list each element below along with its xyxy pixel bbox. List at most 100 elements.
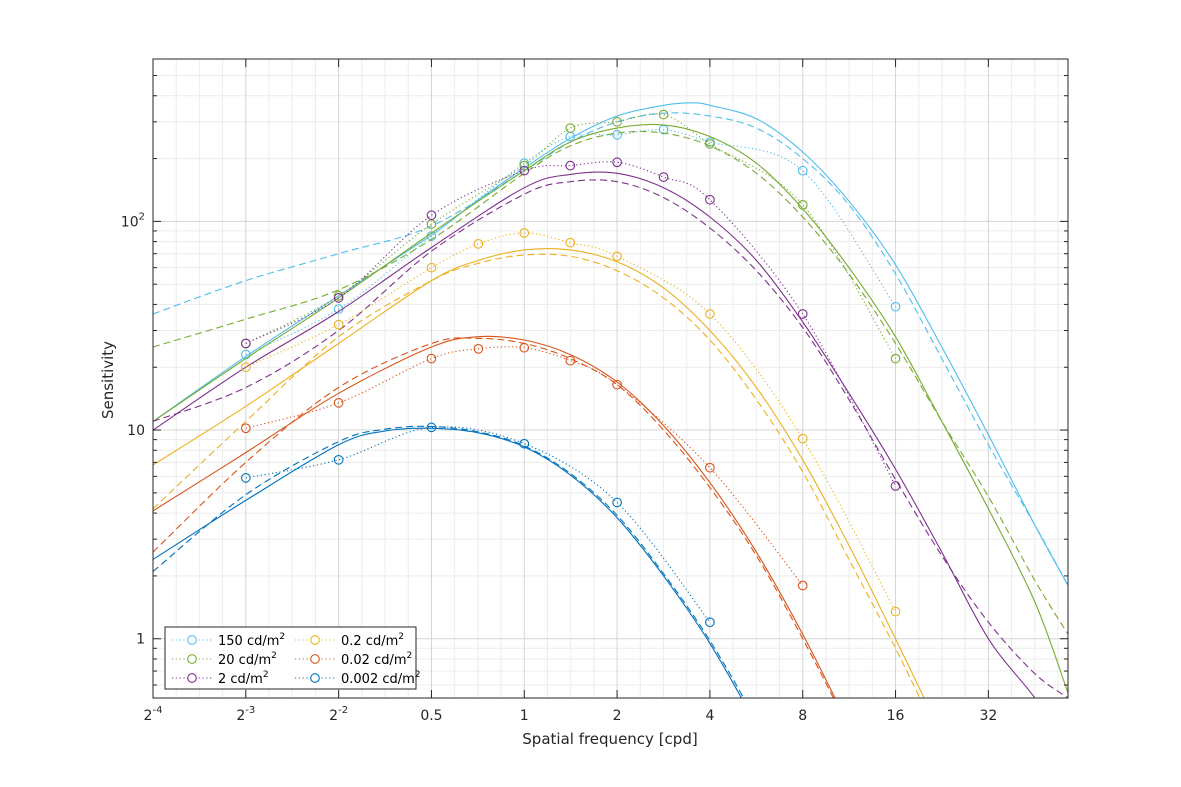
legend-label: 0.2 cd/m2 — [341, 632, 404, 649]
legend-marker — [310, 635, 320, 645]
data-point — [890, 353, 901, 364]
series-fit-solid-line — [153, 123, 1068, 694]
series-3 — [153, 228, 925, 698]
x-tick-label: 1 — [520, 708, 529, 724]
legend-item: 2 cd/m2 — [172, 670, 269, 687]
legend-label: 2 cd/m2 — [218, 670, 269, 687]
series-measured-dotted-line — [245, 113, 896, 359]
legend-marker — [310, 673, 320, 683]
x-tick-label: 4 — [705, 708, 714, 724]
data-point — [705, 462, 715, 473]
legend-item: 0.2 cd/m2 — [295, 632, 404, 649]
series-measured-dotted-line — [245, 346, 804, 586]
series-fit-dashed-line — [153, 425, 745, 698]
data-point — [240, 338, 251, 349]
data-point — [612, 497, 622, 508]
data-point — [519, 158, 530, 169]
data-point — [797, 309, 808, 319]
data-point — [705, 309, 715, 319]
series-fit-solid-line — [153, 171, 1036, 698]
data-point — [612, 129, 622, 140]
series-measured-dotted-line — [245, 232, 896, 612]
x-tick-labels: 2-4 2-3 2-2 0.5 1 2 4 8 16 32 — [144, 705, 998, 724]
x-tick-label: 32 — [979, 708, 997, 724]
x-tick-label: 2-3 — [236, 705, 255, 724]
data-point — [473, 239, 484, 249]
data-point — [519, 160, 530, 171]
series-measured-dotted-line — [245, 161, 896, 487]
x-tick-label: 0.5 — [420, 708, 442, 724]
x-tick-label: 16 — [887, 708, 905, 724]
data-point — [797, 165, 808, 176]
data-point — [658, 172, 669, 182]
x-tick-label: 8 — [798, 708, 807, 724]
data-point — [426, 422, 437, 433]
data-point — [426, 210, 437, 221]
legend-marker — [187, 635, 197, 645]
legend-item: 0.02 cd/m2 — [295, 651, 412, 668]
plot-frame — [152, 58, 1069, 699]
data-point — [240, 473, 251, 483]
data-point — [797, 580, 808, 591]
series-fit-dashed-line — [153, 253, 921, 698]
data-point — [705, 139, 715, 149]
x-tick-label: 2-4 — [144, 705, 163, 724]
y-axis-label: Sensitivity — [99, 341, 117, 419]
legend-item: 0.002 cd/m2 — [295, 670, 421, 687]
data-point — [426, 353, 437, 364]
legend-label: 0.002 cd/m2 — [341, 670, 421, 687]
legend: 150 cd/m2 20 cd/m2 2 cd/m2 0.2 cd/m2 0.02 cd… — [164, 626, 421, 690]
data-point — [797, 200, 808, 210]
data-point — [890, 301, 901, 312]
data-point — [426, 262, 437, 273]
x-tick-label: 2-2 — [329, 705, 348, 724]
data-point — [240, 362, 251, 373]
data-point — [519, 438, 530, 449]
data-point — [519, 228, 530, 238]
series-fit-solid-line — [153, 427, 742, 698]
data-point — [890, 481, 901, 491]
series-4 — [153, 335, 836, 698]
legend-marker — [187, 673, 197, 683]
data-point — [565, 237, 576, 248]
y-tick-label: 1 — [136, 632, 145, 648]
legend-label: 20 cd/m2 — [218, 651, 277, 668]
data-point — [473, 343, 484, 354]
data-point — [565, 355, 576, 366]
x-tick-label: 2 — [613, 708, 622, 724]
legend-label: 0.02 cd/m2 — [341, 651, 412, 668]
series-fit-dashed-line — [153, 130, 1068, 635]
axis-ticks — [152, 59, 1068, 698]
x-axis-label: Spatial frequency [cpd] — [522, 730, 697, 748]
data-point — [565, 160, 576, 171]
data-point — [797, 433, 808, 444]
data-point — [565, 123, 576, 133]
series-fit-dashed-line — [153, 112, 1068, 586]
data-point — [333, 398, 344, 408]
data-point — [333, 293, 344, 303]
data-point — [612, 116, 622, 127]
data-point — [333, 454, 344, 465]
legend-box — [164, 626, 417, 690]
data-point — [612, 157, 622, 168]
data-point — [519, 342, 530, 353]
data-point — [612, 379, 622, 390]
legend-marker — [310, 654, 320, 664]
y-tick-labels: 1 10 102 — [121, 211, 145, 647]
data-point — [333, 319, 344, 330]
series-5 — [153, 422, 745, 698]
data-point — [705, 617, 715, 628]
legend-label: 150 cd/m2 — [218, 632, 285, 649]
y-tick-label: 102 — [121, 211, 145, 230]
legend-item: 150 cd/m2 — [172, 632, 285, 649]
data-point — [240, 423, 251, 434]
series-group — [153, 102, 1068, 698]
data-point — [658, 109, 669, 120]
data-point — [519, 165, 530, 176]
data-point — [890, 606, 901, 617]
series-fit-solid-line — [153, 335, 836, 698]
series-fit-dashed-line — [153, 337, 835, 698]
legend-marker — [187, 654, 197, 664]
series-fit-solid-line — [153, 247, 925, 698]
